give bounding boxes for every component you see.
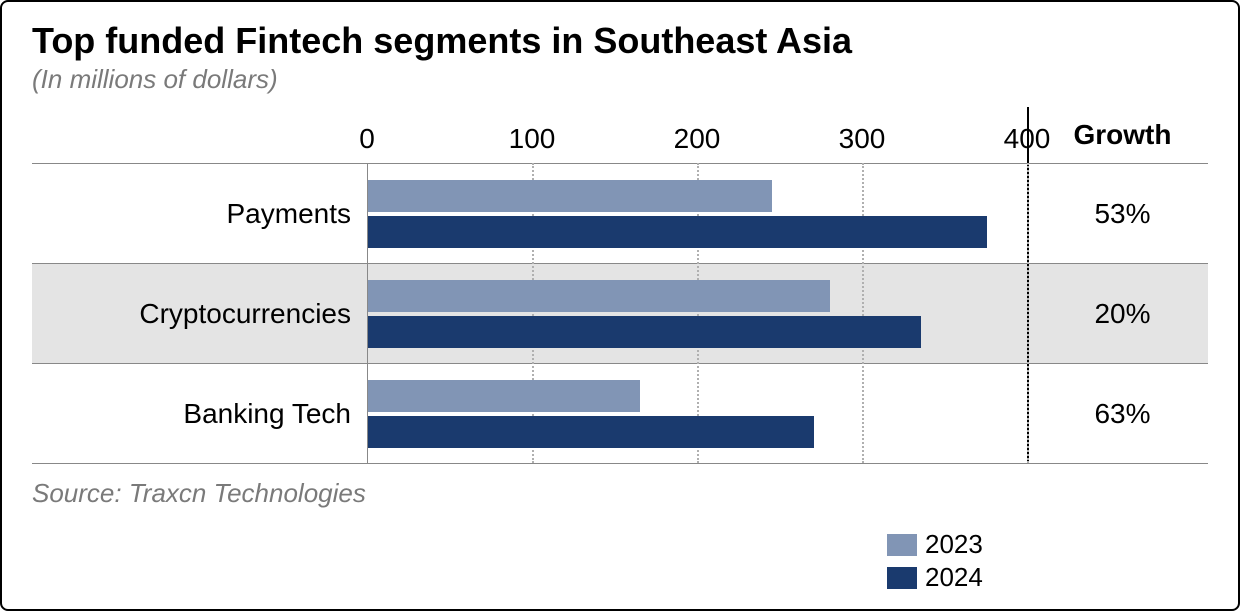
plot-bottom-border [32, 463, 1208, 464]
chart-subtitle: (In millions of dollars) [32, 64, 1208, 95]
bar-2024 [368, 416, 814, 448]
x-tick-label: 300 [839, 123, 886, 155]
x-tick-label: 100 [509, 123, 556, 155]
x-tick-label: 200 [674, 123, 721, 155]
bar-group [367, 164, 1027, 263]
legend-swatch [887, 534, 917, 556]
data-row: Banking Tech 63% [32, 363, 1208, 463]
growth-value: 53% [1027, 164, 1208, 263]
category-label: Banking Tech [32, 364, 367, 463]
legend-swatch [887, 567, 917, 589]
category-label: Cryptocurrencies [32, 264, 367, 363]
axis-row: 0 100 200 300 400 Growth [32, 107, 1208, 163]
legend-label: 2024 [925, 562, 983, 593]
bar-group [367, 264, 1027, 363]
x-tick-label: 0 [359, 123, 375, 155]
legend-item: 2024 [887, 562, 983, 593]
bar-2023 [368, 180, 772, 212]
bar-2023 [368, 280, 830, 312]
legend-item: 2023 [887, 529, 983, 560]
legend-label: 2023 [925, 529, 983, 560]
chart-source: Source: Traxcn Technologies [32, 478, 1208, 509]
bar-group [367, 364, 1027, 463]
data-row: Payments 53% [32, 163, 1208, 263]
growth-value: 63% [1027, 364, 1208, 463]
bar-2023 [368, 380, 640, 412]
plot-area: 0100200300400 Growth Payments53%Cryptocu… [32, 107, 1208, 464]
chart-container: Top funded Fintech segments in Southeast… [0, 0, 1240, 611]
legend: 20232024 [887, 529, 983, 593]
x-axis: 0100200300400 [367, 107, 1027, 163]
bar-2024 [368, 316, 921, 348]
growth-header: Growth [1027, 107, 1208, 163]
chart-title: Top funded Fintech segments in Southeast… [32, 20, 1208, 62]
growth-value: 20% [1027, 264, 1208, 363]
x-tick-label: 400 [1004, 123, 1051, 155]
data-row: Cryptocurrencies 20% [32, 263, 1208, 363]
bar-2024 [368, 216, 987, 248]
category-label: Payments [32, 164, 367, 263]
